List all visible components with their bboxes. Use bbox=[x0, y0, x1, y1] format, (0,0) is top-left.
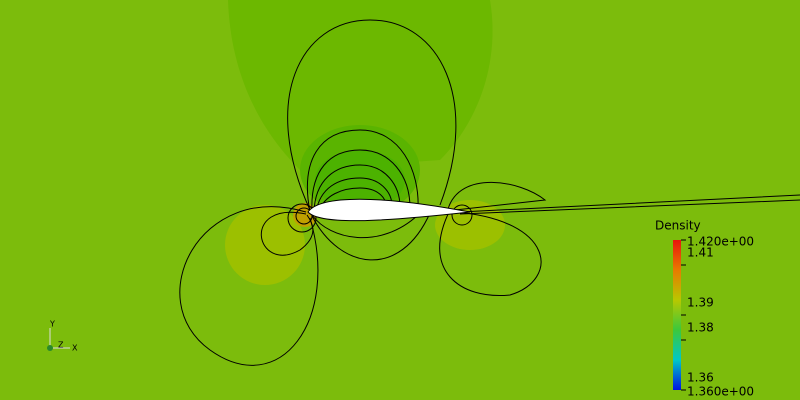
colorbar-range-label: 1.360e+00 bbox=[687, 385, 754, 399]
axis-label: X bbox=[72, 344, 78, 353]
colorbar-tick-label: 1.39 bbox=[687, 296, 714, 310]
airfoil bbox=[307, 198, 471, 222]
colorbar-tick-label: 1.41 bbox=[687, 246, 714, 260]
axis-label: Y bbox=[49, 320, 55, 329]
z-axis-dot bbox=[47, 345, 53, 351]
axes-triad: Y Z X bbox=[47, 320, 78, 353]
colorbar-range-label: 1.420e+00 bbox=[687, 235, 754, 249]
colorbar-title: Density bbox=[655, 219, 701, 233]
colorbar: Density 1.360e+00 1.420e+00 1.36 1.38 1.39 1.… bbox=[655, 219, 754, 399]
axis-label: Z bbox=[58, 341, 64, 350]
colorbar-tick-label: 1.36 bbox=[687, 371, 714, 385]
contour-lines bbox=[179, 19, 800, 366]
colorbar-gradient bbox=[673, 240, 681, 390]
colorbar-tick-label: 1.38 bbox=[687, 321, 714, 335]
